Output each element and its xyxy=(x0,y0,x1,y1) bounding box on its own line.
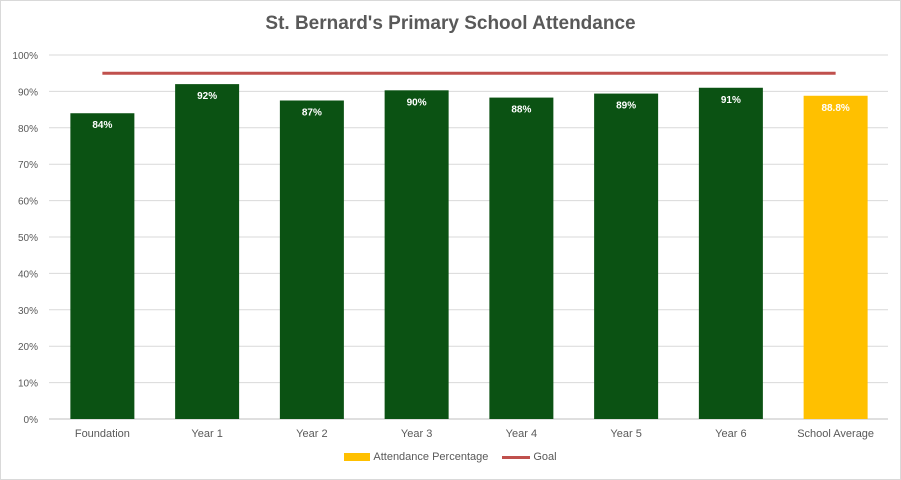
y-tick-label: 10% xyxy=(18,379,38,390)
bar-data-label: 89% xyxy=(616,101,636,112)
bar xyxy=(70,113,135,420)
bar xyxy=(279,100,344,419)
x-tick-label: Year 5 xyxy=(610,428,641,440)
y-tick-label: 70% xyxy=(18,160,38,171)
x-tick-label: Foundation xyxy=(75,428,130,440)
x-tick-label: Year 4 xyxy=(506,428,537,440)
bar-data-label: 87% xyxy=(302,108,322,119)
bar xyxy=(594,93,659,420)
x-tick-label: Year 3 xyxy=(401,428,432,440)
chart-legend: Attendance Percentage Goal xyxy=(1,451,900,463)
y-tick-label: 80% xyxy=(18,124,38,135)
bar-data-label: 91% xyxy=(721,95,741,106)
bar-data-label: 88.8% xyxy=(821,103,849,114)
bar-data-label: 88% xyxy=(511,105,531,116)
y-tick-label: 30% xyxy=(18,306,38,317)
bar xyxy=(803,95,868,419)
y-tick-label: 50% xyxy=(18,233,38,244)
y-tick-label: 40% xyxy=(18,269,38,280)
x-tick-label: Year 6 xyxy=(715,428,746,440)
bar-data-label: 92% xyxy=(197,91,217,102)
bar-data-label: 90% xyxy=(407,97,427,108)
legend-item-goal: Goal xyxy=(502,451,557,463)
bar xyxy=(175,84,240,420)
x-tick-label: Year 2 xyxy=(296,428,327,440)
x-tick-label: School Average xyxy=(797,428,874,440)
x-tick-label: Year 1 xyxy=(191,428,222,440)
bar xyxy=(698,87,763,419)
legend-label-attendance: Attendance Percentage xyxy=(373,451,489,463)
legend-swatch-goal xyxy=(502,455,531,459)
chart-title: St. Bernard's Primary School Attendance xyxy=(265,13,636,34)
legend-swatch-attendance xyxy=(344,453,371,461)
bar xyxy=(384,90,449,420)
legend-label-goal: Goal xyxy=(533,451,557,463)
y-tick-label: 90% xyxy=(18,87,38,98)
y-tick-label: 20% xyxy=(18,342,38,353)
y-tick-label: 100% xyxy=(12,51,38,62)
y-tick-label: 60% xyxy=(18,197,38,208)
legend-item-attendance: Attendance Percentage xyxy=(344,451,488,463)
bar xyxy=(489,97,554,419)
y-tick-label: 0% xyxy=(24,415,39,426)
bar-data-label: 84% xyxy=(92,120,112,131)
